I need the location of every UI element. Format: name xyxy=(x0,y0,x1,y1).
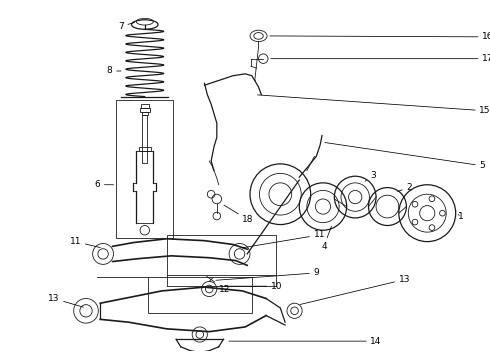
Text: 3: 3 xyxy=(365,171,376,181)
Bar xyxy=(143,114,147,163)
Bar xyxy=(141,104,148,108)
Text: 15: 15 xyxy=(258,95,490,115)
Text: 12: 12 xyxy=(207,276,230,293)
Text: 18: 18 xyxy=(224,205,254,224)
Text: 16: 16 xyxy=(270,32,490,41)
Bar xyxy=(139,147,151,151)
Bar xyxy=(167,235,275,275)
Text: 7: 7 xyxy=(118,22,135,31)
Text: 1: 1 xyxy=(458,212,464,221)
Bar xyxy=(140,108,149,112)
Text: 13: 13 xyxy=(48,294,83,307)
Text: 13: 13 xyxy=(300,275,410,305)
Text: 14: 14 xyxy=(229,337,382,346)
Text: 2: 2 xyxy=(398,183,412,192)
Text: 17: 17 xyxy=(271,54,490,63)
Text: 8: 8 xyxy=(107,67,121,76)
Text: 10: 10 xyxy=(224,282,282,291)
Text: 5: 5 xyxy=(325,143,485,170)
Text: 11: 11 xyxy=(70,237,100,248)
Text: 6: 6 xyxy=(95,180,114,189)
Bar xyxy=(147,277,252,313)
Text: 11: 11 xyxy=(243,230,325,248)
Text: 9: 9 xyxy=(216,269,319,280)
Bar xyxy=(116,100,173,238)
Bar xyxy=(142,112,147,114)
Text: 4: 4 xyxy=(321,226,332,251)
